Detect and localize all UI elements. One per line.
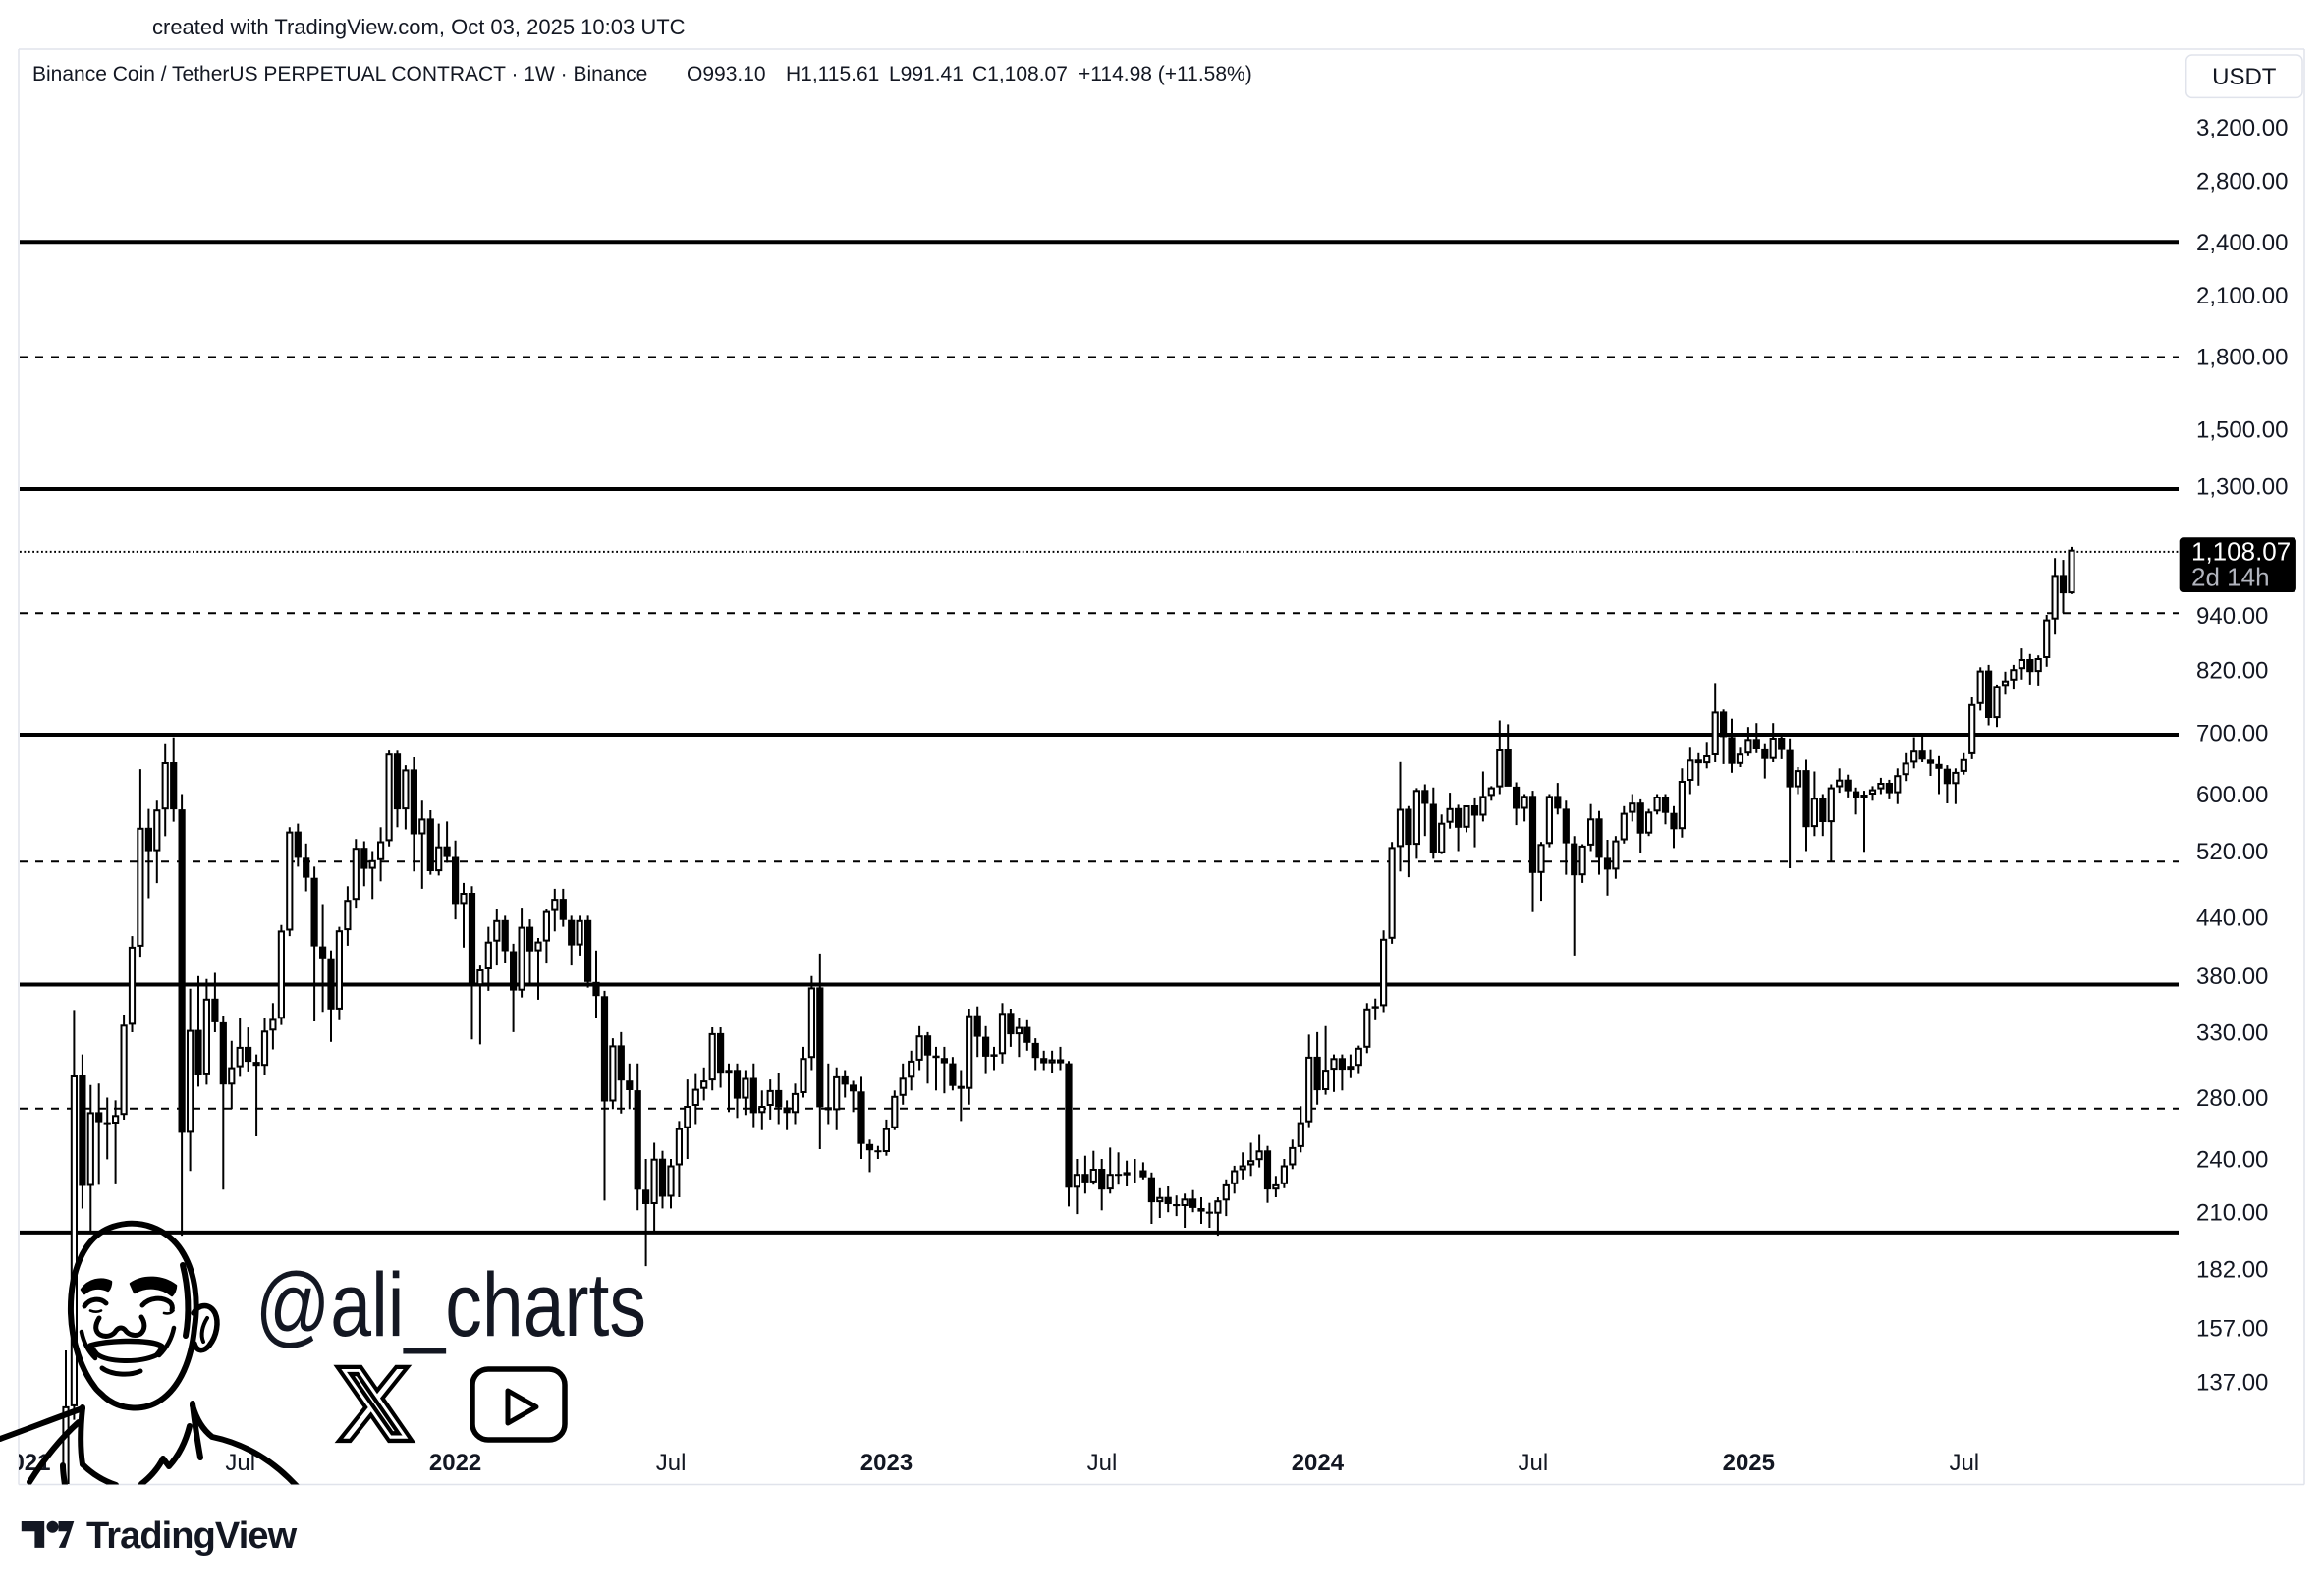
svg-text:820.00: 820.00 [2196, 657, 2268, 684]
svg-text:created with TradingView.com,: created with TradingView.com, Oct 03, 20… [152, 15, 686, 39]
svg-text:3,200.00: 3,200.00 [2196, 115, 2288, 141]
svg-text:USDT: USDT [2212, 64, 2277, 90]
svg-text:1,800.00: 1,800.00 [2196, 345, 2288, 371]
svg-text:240.00: 240.00 [2196, 1146, 2268, 1173]
svg-text:700.00: 700.00 [2196, 720, 2268, 746]
svg-text:210.00: 210.00 [2196, 1200, 2268, 1227]
svg-text:440.00: 440.00 [2196, 906, 2268, 932]
svg-text:2,400.00: 2,400.00 [2196, 230, 2288, 256]
svg-text:Binance Coin / TetherUS PERPET: Binance Coin / TetherUS PERPETUAL CONTRA… [32, 63, 647, 85]
svg-text:2024: 2024 [1292, 1450, 1345, 1476]
svg-text:2022: 2022 [429, 1450, 481, 1476]
svg-text:2023: 2023 [860, 1450, 913, 1476]
svg-text:L991.41: L991.41 [889, 63, 964, 85]
svg-text:2025: 2025 [1723, 1450, 1775, 1476]
svg-text:157.00: 157.00 [2196, 1315, 2268, 1342]
svg-text:Jul: Jul [656, 1450, 687, 1476]
svg-text:280.00: 280.00 [2196, 1085, 2268, 1112]
svg-text:940.00: 940.00 [2196, 603, 2268, 630]
svg-text:+114.98 (+11.58%): +114.98 (+11.58%) [1079, 63, 1252, 85]
svg-text:Jul: Jul [1519, 1450, 1549, 1476]
svg-text:137.00: 137.00 [2196, 1370, 2268, 1397]
svg-text:@ali_charts: @ali_charts [255, 1255, 646, 1355]
svg-text:O993.10: O993.10 [687, 63, 766, 85]
svg-text:TradingView: TradingView [86, 1515, 298, 1557]
svg-text:2d 14h: 2d 14h [2191, 563, 2270, 592]
svg-text:600.00: 600.00 [2196, 782, 2268, 808]
svg-text:520.00: 520.00 [2196, 839, 2268, 865]
svg-text:H1,115.61: H1,115.61 [786, 63, 879, 85]
svg-text:182.00: 182.00 [2196, 1257, 2268, 1284]
svg-text:2,100.00: 2,100.00 [2196, 283, 2288, 309]
svg-text:330.00: 330.00 [2196, 1019, 2268, 1046]
svg-text:C1,108.07: C1,108.07 [972, 63, 1068, 85]
svg-text:Jul: Jul [1087, 1450, 1118, 1476]
svg-text:2,800.00: 2,800.00 [2196, 168, 2288, 194]
svg-text:1,500.00: 1,500.00 [2196, 416, 2288, 443]
svg-text:380.00: 380.00 [2196, 963, 2268, 990]
svg-text:1,300.00: 1,300.00 [2196, 473, 2288, 500]
svg-text:Jul: Jul [1949, 1450, 1979, 1476]
